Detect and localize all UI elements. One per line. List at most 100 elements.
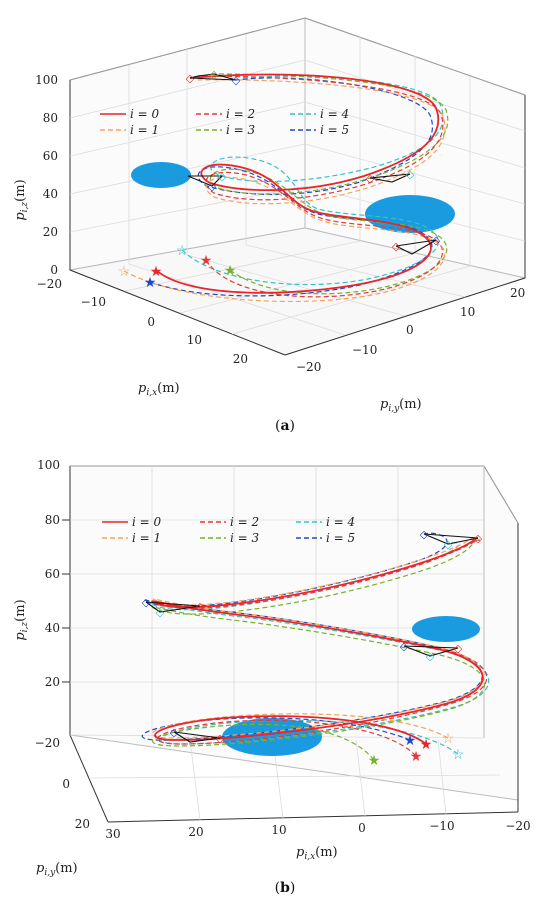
legend-a: i = 0 i = 1 i = 2 i = 3 i = 4 i = 5: [100, 107, 349, 137]
x-tick-label-a: −20: [37, 277, 62, 291]
waypoint-diamond-icon: ◇: [420, 528, 429, 541]
y-axis-label-a: pi,y(m): [380, 397, 422, 414]
y-tick-label-a: 20: [510, 286, 525, 300]
start-star-icon: ☆: [452, 747, 465, 763]
waypoint-diamond-icon: ◇: [232, 74, 241, 87]
panel-b: 20 40 60 80 100 −20 0 20 30 20 10 0 −10 …: [13, 458, 531, 896]
trajectories-b: [141, 532, 490, 761]
waypoint-diamond-icon: ◇: [186, 72, 195, 85]
legend-label: i = 2: [230, 515, 259, 529]
waypoint-diamond-icon: ◇: [392, 240, 401, 253]
z-tick-label-a: 40: [43, 187, 58, 201]
waypoint-diamond-icon: ◇: [474, 532, 483, 545]
y-tick-label-a: 10: [460, 305, 475, 319]
z-axis-label-b: pi,z(m): [13, 599, 30, 640]
trajectory-series-a: [123, 79, 446, 303]
y-tick-label-b: −20: [35, 736, 60, 750]
waypoint-diamond-icon: ◇: [218, 170, 227, 183]
legend-label: i = 1: [130, 123, 159, 137]
legend-label: i = 4: [320, 107, 349, 121]
obstacle-a-2: [365, 195, 455, 233]
diamond-markers-b: ◇ ◇ ◇ ◇ ◇ ◇ ◇ ◇ ◇ ◇ ◇: [142, 528, 483, 745]
panel-a: 0 20 40 60 80 100 −20 −10 0 10 20 −20 −1…: [13, 17, 527, 434]
y-ticks-b: −20 0 20: [35, 736, 90, 831]
y-tick-label-a: −10: [352, 343, 377, 357]
waypoint-diamond-icon: ◇: [210, 68, 219, 81]
trajectory-series-a: [155, 73, 440, 294]
x-tick-label-b: 0: [358, 821, 366, 835]
legend-b: i = 0 i = 1 i = 2 i = 3 i = 4 i = 5: [102, 515, 355, 545]
legend-label: i = 4: [326, 515, 355, 529]
x-tick-label-b: 10: [271, 823, 286, 837]
z-ticks-b: 20 40 60 80 100: [37, 458, 60, 689]
trajectory-series-b: [151, 537, 484, 745]
trajectories-a: [123, 73, 449, 303]
start-markers-a: ★ ☆ ★ ★ ☆ ★: [118, 243, 237, 291]
start-star-icon: ★: [224, 263, 237, 279]
z-tick-label-b: 80: [45, 513, 60, 527]
waypoint-diamond-icon: ◇: [196, 600, 205, 613]
y-ticks-a: −20 −10 0 10 20: [296, 286, 525, 374]
caption-b: (b): [275, 880, 296, 896]
waypoint-diamond-icon: ◇: [432, 234, 441, 247]
obstacle-a-1: [131, 162, 191, 188]
trajectory-series-a: [209, 73, 449, 295]
start-star-icon: ☆: [442, 731, 455, 747]
legend-label: i = 3: [230, 531, 260, 545]
x-tick-label-a: −10: [81, 295, 106, 309]
x-ticks-a: −20 −10 0 10 20: [37, 277, 248, 366]
z-tick-label-a: 100: [35, 73, 58, 87]
legend-label: i = 3: [226, 123, 256, 137]
legend-label: i = 5: [320, 123, 349, 137]
waypoint-diamond-icon: ◇: [216, 732, 225, 745]
z-tick-label-b: 20: [45, 675, 60, 689]
start-star-icon: ★: [200, 253, 213, 269]
trajectory-series-a: [149, 77, 434, 297]
y-tick-label-a: −20: [296, 360, 321, 374]
x-tick-label-b: 30: [105, 827, 120, 841]
x-tick-label-a: 20: [233, 352, 248, 366]
waypoint-diamond-icon: ◇: [142, 596, 151, 609]
start-star-icon: ★: [144, 275, 157, 291]
start-star-icon: ★: [420, 737, 433, 753]
z-tick-label-a: 60: [43, 149, 58, 163]
z-tick-label-b: 60: [45, 567, 60, 581]
z-ticks-a: 0 20 40 60 80 100: [35, 73, 58, 277]
trajectory-series-a: [181, 75, 444, 286]
x-ticks-b: 30 20 10 0 −10 −20: [105, 819, 530, 841]
y-tick-label-a: 0: [406, 323, 414, 337]
waypoint-diamond-icon: ◇: [366, 172, 375, 185]
legend-label: i = 2: [226, 107, 255, 121]
trajectory-series-b: [151, 539, 486, 761]
legend-label: i = 1: [132, 531, 161, 545]
waypoint-diamond-icon: ◇: [208, 180, 217, 193]
start-star-icon: ☆: [118, 264, 131, 280]
z-tick-label-a: 20: [43, 225, 58, 239]
x-tick-label-a: 0: [147, 315, 155, 329]
x-tick-label-a: 10: [187, 333, 202, 347]
axes-box-b: [69, 465, 519, 823]
x-axis-label-b: pi,x(m): [296, 845, 338, 862]
trajectory-series-b: [149, 539, 488, 757]
start-star-icon: ★: [410, 749, 423, 765]
y-tick-label-b: 20: [75, 817, 90, 831]
z-tick-label-a: 0: [50, 263, 58, 277]
left-back-pane-a: [69, 17, 306, 271]
caption-a: (a): [275, 418, 295, 434]
waypoint-diamond-icon: ◇: [156, 606, 165, 619]
start-star-icon: ★: [368, 753, 381, 769]
formation-links-a: [187, 73, 437, 255]
x-tick-label-b: −20: [505, 819, 530, 833]
z-tick-label-b: 100: [37, 458, 60, 472]
z-tick-label-a: 80: [43, 111, 58, 125]
x-axis-label-a: pi,x(m): [138, 381, 180, 398]
trajectory-series-b: [141, 532, 483, 741]
waypoint-diamond-icon: ◇: [406, 168, 415, 181]
x-tick-label-b: 20: [188, 825, 203, 839]
y-axis-label-b: pi,y(m): [36, 861, 78, 878]
legend-label: i = 0: [132, 515, 162, 529]
waypoint-diamond-icon: ◇: [444, 538, 453, 551]
start-star-icon: ★: [404, 733, 417, 749]
formation-links-b: [145, 533, 479, 743]
